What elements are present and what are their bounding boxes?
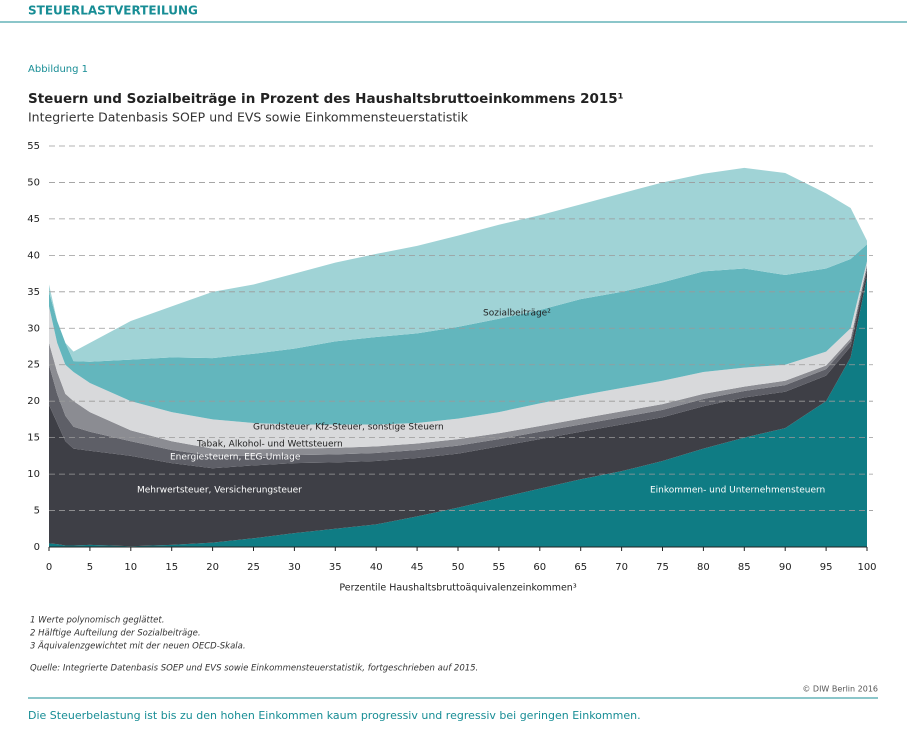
x-tick-label: 90 (779, 562, 792, 573)
y-tick-label: 10 (27, 469, 40, 480)
area (49, 267, 867, 469)
y-tick-label: 50 (27, 177, 40, 188)
x-tick-label: 60 (533, 562, 546, 573)
series-label: Mehrwertsteuer, Versicherungsteuer (137, 486, 302, 496)
footnote: 1 Werte polynomisch geglättet. (30, 616, 164, 626)
series-label: Grundsteuer, Kfz-Steuer, sonstige Steuer… (253, 423, 444, 433)
x-tick-label: 65 (574, 562, 587, 573)
y-tick-label: 20 (27, 396, 40, 407)
area (49, 277, 867, 547)
x-tick-label: 0 (46, 562, 52, 573)
x-tick-label: 45 (411, 562, 424, 573)
series-label: Tabak, Alkohol- und Wettsteuern (196, 440, 343, 450)
x-tick-label: 50 (452, 562, 465, 573)
area (49, 167, 867, 362)
caption: Die Steuerbelastung ist bis zu den hohen… (28, 709, 641, 722)
y-tick-label: 35 (27, 287, 40, 298)
x-tick-label: 70 (615, 562, 628, 573)
copyright: © DIW Berlin 2016 (802, 685, 878, 694)
x-tick-label: 5 (87, 562, 93, 573)
series-label: Energiesteuern, EEG-Umlage (170, 453, 301, 463)
figure-label: Abbildung 1 (28, 64, 88, 75)
footnote: 3 Äquivalenzgewichtet mit der neuen OECD… (30, 641, 246, 652)
x-axis-label: Perzentile Haushaltsbruttoäquivalenzeink… (339, 583, 576, 594)
x-tick-label: 30 (288, 562, 301, 573)
y-tick-label: 55 (27, 141, 40, 152)
y-tick-label: 0 (34, 542, 40, 553)
area (49, 261, 867, 450)
y-tick-label: 5 (34, 506, 40, 517)
chart-title: Steuern und Sozialbeiträge in Prozent de… (28, 91, 624, 107)
area (49, 264, 867, 456)
x-tick-label: 40 (370, 562, 383, 573)
y-tick-label: 45 (27, 214, 40, 225)
x-tick-label: 35 (329, 562, 342, 573)
x-tick-label: 25 (247, 562, 260, 573)
footnote: 2 Hälftige Aufteilung der Sozialbeiträge… (30, 629, 201, 639)
x-tick-label: 100 (857, 562, 876, 573)
header: STEUERLASTVERTEILUNG (28, 4, 198, 18)
x-tick-label: 85 (738, 562, 751, 573)
area (49, 244, 867, 425)
x-tick-label: 95 (820, 562, 833, 573)
y-tick-label: 25 (27, 360, 40, 371)
x-tick-label: 10 (124, 562, 137, 573)
y-tick-label: 30 (27, 323, 40, 334)
source: Quelle: Integrierte Datenbasis SOEP und … (30, 664, 478, 674)
series-label: Sozialbeiträge² (483, 309, 551, 319)
x-tick-label: 15 (165, 562, 178, 573)
x-tick-label: 75 (656, 562, 669, 573)
x-tick-label: 80 (697, 562, 710, 573)
series-label: Einkommen- und Unternehmensteuern (650, 486, 825, 496)
plot (49, 167, 867, 547)
area (49, 269, 867, 547)
y-tick-label: 15 (27, 433, 40, 444)
x-tick-label: 55 (493, 562, 506, 573)
chart-subtitle: Integrierte Datenbasis SOEP und EVS sowi… (28, 110, 469, 125)
y-tick-label: 40 (27, 250, 40, 261)
x-tick-label: 20 (206, 562, 219, 573)
